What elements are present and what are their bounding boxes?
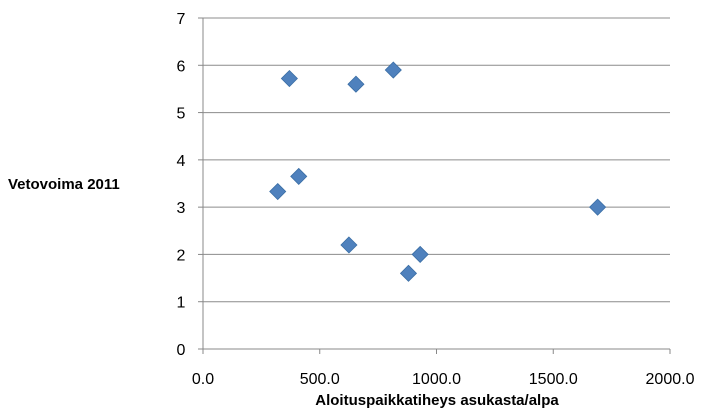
y-tick-label: 3 <box>177 200 186 217</box>
x-tick-label: 1500.0 <box>529 371 578 388</box>
data-point <box>399 264 418 282</box>
y-tick-label: 6 <box>177 58 186 75</box>
data-point <box>280 69 298 88</box>
x-tick-label: 0.0 <box>192 371 214 388</box>
y-tick-label: 2 <box>177 247 186 264</box>
y-tick-label: 1 <box>177 295 186 312</box>
y-tick-label: 4 <box>177 153 186 170</box>
data-point <box>269 182 287 201</box>
x-axis-ticks: 0.0 500.0 1000.0 1500.0 2000.0 <box>192 349 695 388</box>
axes <box>202 18 670 350</box>
data-point <box>384 61 402 79</box>
x-tick-label: 1000.0 <box>412 371 461 388</box>
data-point <box>290 167 308 185</box>
data-point <box>340 236 358 254</box>
data-point <box>411 245 429 263</box>
y-tick-label: 0 <box>177 342 186 359</box>
x-axis-title: Aloituspaikkatiheys asukasta/alpa <box>315 392 559 409</box>
data-point <box>589 198 607 216</box>
y-axis-ticks: 0 1 2 3 4 5 6 7 <box>177 11 203 359</box>
data-points <box>269 61 607 282</box>
gridlines <box>203 17 670 303</box>
y-tick-label: 7 <box>177 11 186 28</box>
data-point <box>347 75 365 93</box>
y-tick-label: 5 <box>177 106 186 123</box>
x-tick-label: 2000.0 <box>646 371 695 388</box>
x-tick-label: 500.0 <box>300 371 340 388</box>
y-axis-title: Vetovoima 2011 <box>8 176 120 193</box>
